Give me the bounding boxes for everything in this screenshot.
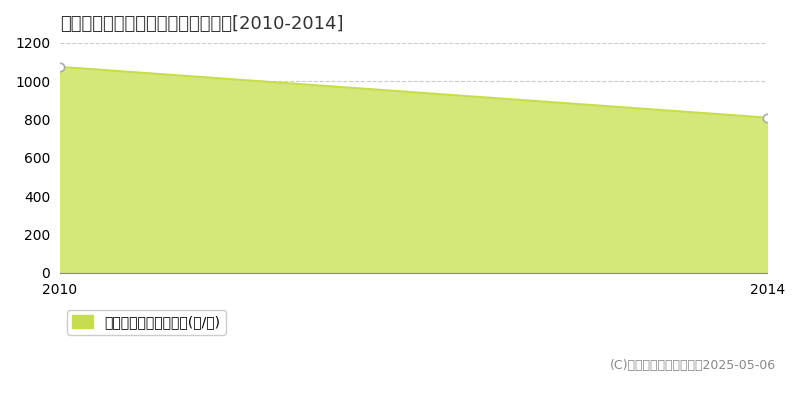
- Text: (C)土地価格ドットコム　2025-05-06: (C)土地価格ドットコム 2025-05-06: [610, 359, 776, 372]
- Legend: 農地価格　平均坪単価(円/坪): 農地価格 平均坪単価(円/坪): [66, 310, 226, 335]
- Text: 大島郡喜界町大朝戸　農地価格推移[2010-2014]: 大島郡喜界町大朝戸 農地価格推移[2010-2014]: [60, 15, 343, 33]
